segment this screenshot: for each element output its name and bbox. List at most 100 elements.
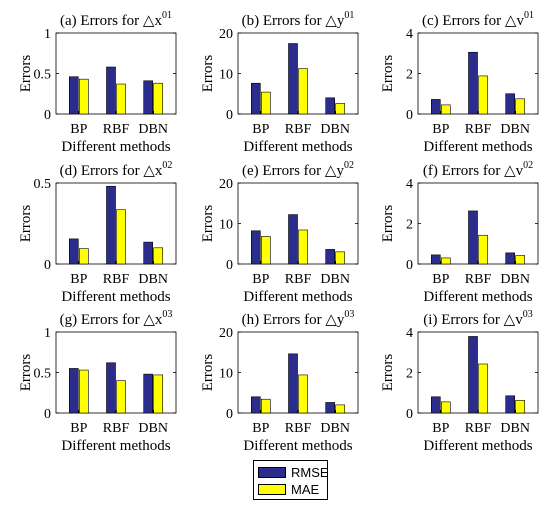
panel-3-xlabel: Different methods (423, 139, 532, 155)
panel-4-bar-rmse-dbn (143, 241, 153, 265)
panel-7-ylabel: Errors (18, 354, 34, 392)
panel-6-xtick-label-0: BP (432, 272, 449, 287)
panel-1-bar-rmse-dbn (143, 80, 153, 115)
panel-8-xtick-label-0: BP (252, 421, 269, 436)
panel-7-title: (g) Errors for △x03 (60, 309, 173, 328)
panel-5-xtick-label-2: DBN (320, 272, 350, 287)
panel-1-bar-rmse-bp (69, 76, 79, 115)
panel-7-xtick-label-2: DBN (138, 421, 168, 436)
panel-7-bar-mae-dbn (153, 374, 163, 414)
panel-2-xtick-label-1: RBF (285, 122, 312, 137)
panel-8-ylabel: Errors (200, 354, 216, 392)
panel-6-ytick-label-0: 0 (406, 258, 413, 273)
panel-7-bar-rmse-dbn (143, 373, 153, 414)
panel-7-bar-rmse-rbf (106, 362, 116, 414)
panel-8-bar-rmse-dbn (325, 402, 336, 414)
panel-8-bar-mae-bp (260, 398, 271, 414)
legend-swatch-rmse (258, 466, 286, 478)
panel-3-ytick-label-1: 2 (406, 68, 413, 83)
panel-9-ylabel: Errors (380, 354, 396, 392)
panel-9-xtick-label-0: BP (432, 421, 449, 436)
panel-9-ytick-label-0: 0 (406, 407, 413, 422)
panel-6-xtick-label-1: RBF (465, 272, 492, 287)
panel-2-xlabel: Different methods (243, 139, 352, 155)
panel-6-ytick-label-2: 4 (406, 177, 413, 192)
panel-9-bar-mae-rbf (478, 363, 488, 414)
legend-item-mae: MAE (258, 481, 320, 497)
panel-2-bar-rmse-rbf (288, 43, 298, 115)
panel-4-xlabel: Different methods (61, 289, 170, 305)
panel-9-bar-rmse-rbf (468, 336, 478, 414)
panel-5-bar-mae-dbn (335, 251, 346, 265)
legend-label-rmse: RMSE (291, 464, 329, 480)
panel-5-bar-rmse-rbf (288, 214, 298, 265)
panel-1-bar-rmse-rbf (106, 66, 116, 115)
legend-label-mae: MAE (291, 481, 320, 497)
panel-1-title: (a) Errors for △x01 (60, 10, 172, 29)
legend-swatch-mae (258, 483, 286, 495)
panel-7-xtick-label-0: BP (70, 421, 87, 436)
panel-1-xlabel: Different methods (61, 139, 170, 155)
panel-3-bar-rmse-rbf (468, 51, 478, 115)
panel-4-xtick-label-1: RBF (103, 272, 130, 287)
panel-9-bar-rmse-bp (430, 396, 441, 414)
panel-3-bar-mae-rbf (478, 75, 488, 115)
panel-2-bar-mae-dbn (335, 103, 346, 115)
panel-6-bar-rmse-rbf (468, 210, 478, 265)
panel-2-xtick-label-0: BP (252, 122, 269, 137)
panel-4-bar-rmse-bp (69, 238, 79, 265)
panel-8-bar-rmse-rbf (288, 353, 298, 414)
panel-6-bar-mae-rbf (478, 234, 488, 265)
panel-7-bar-mae-bp (79, 369, 89, 414)
panel-1-xtick-label-0: BP (70, 122, 87, 137)
panel-3-xtick-label-1: RBF (465, 122, 492, 137)
panel-3-ylabel: Errors (380, 55, 396, 93)
panel-8-ytick-label-0: 0 (226, 407, 233, 422)
panel-3-title: (c) Errors for △v01 (422, 10, 534, 29)
panel-7-bar-rmse-bp (69, 368, 79, 414)
panel-4-bar-mae-bp (79, 248, 89, 265)
panel-6-title: (f) Errors for △v02 (423, 160, 533, 179)
panel-8-xlabel: Different methods (243, 438, 352, 454)
legend-item-rmse: RMSE (258, 464, 329, 480)
panel-2-ytick-label-2: 20 (219, 27, 233, 42)
panel-1-ytick-label-2: 1 (44, 27, 51, 42)
panel-1-xtick-label-2: DBN (138, 122, 168, 137)
panel-4-bar-rmse-rbf (106, 185, 116, 265)
panel-8-ytick-label-2: 20 (219, 326, 233, 341)
panel-5-ytick-label-2: 20 (219, 177, 233, 192)
panel-8-bar-mae-dbn (335, 404, 346, 414)
panel-7-ytick-label-2: 1 (44, 326, 51, 341)
panel-3-bar-rmse-bp (430, 99, 441, 115)
panel-3-xtick-label-0: BP (432, 122, 449, 137)
panel-2-ytick-label-1: 10 (219, 68, 233, 83)
panel-8-bar-mae-rbf (298, 374, 308, 414)
panel-2-bar-rmse-bp (251, 82, 261, 115)
panel-2-xtick-label-2: DBN (320, 122, 350, 137)
panel-8-xtick-label-2: DBN (320, 421, 350, 436)
panel-5-ylabel: Errors (200, 205, 216, 243)
panel-4-xtick-label-2: DBN (138, 272, 168, 287)
panel-9-bar-rmse-dbn (505, 395, 516, 414)
panel-3-bar-mae-dbn (515, 98, 526, 115)
panel-3-bar-rmse-dbn (505, 93, 516, 115)
panel-1-ytick-label-0: 0 (44, 108, 51, 123)
panel-6-bar-mae-bp (440, 257, 451, 265)
panel-7-ytick-label-1: 0.5 (34, 367, 52, 382)
panel-5-title: (e) Errors for △y02 (242, 160, 354, 179)
panel-6-axes-box (417, 182, 539, 265)
panel-5-bar-rmse-bp (251, 230, 261, 265)
panel-9-ytick-label-1: 2 (406, 367, 413, 382)
panel-1-bar-mae-dbn (153, 82, 163, 115)
panel-4-ylabel: Errors (18, 205, 34, 243)
panel-6-bar-rmse-bp (430, 254, 441, 265)
panel-8-xtick-label-1: RBF (285, 421, 312, 436)
panel-4-ytick-label-0: 0 (44, 258, 51, 273)
panel-8-ytick-label-1: 10 (219, 367, 233, 382)
panel-6-xlabel: Different methods (423, 289, 532, 305)
panel-6-bar-rmse-dbn (505, 252, 516, 265)
panel-5-xlabel: Different methods (243, 289, 352, 305)
panel-6-bar-mae-dbn (515, 255, 526, 265)
panel-2-title: (b) Errors for △y01 (242, 10, 355, 29)
panel-5-bar-rmse-dbn (325, 249, 336, 265)
